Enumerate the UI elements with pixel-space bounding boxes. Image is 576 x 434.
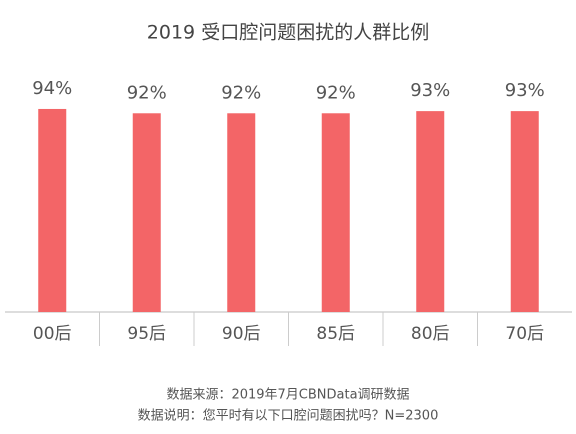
x-tick-label: 85后: [316, 324, 355, 344]
data-note: 数据说明：您平时有以下口腔问题困扰吗？N=2300: [138, 408, 439, 424]
bar: [510, 111, 539, 313]
value-label: 94%: [32, 78, 72, 99]
x-tick-label: 70后: [505, 324, 544, 344]
chart-title: 2019 受口腔问题困扰的人群比例: [147, 22, 429, 44]
value-label: 92%: [221, 82, 261, 103]
bar: [321, 113, 350, 312]
source-note: 数据来源：2019年7月CBNData调研数据: [166, 388, 409, 403]
x-tick-label: 80后: [411, 324, 450, 344]
bar: [416, 111, 445, 313]
value-label: 92%: [127, 82, 167, 103]
value-label: 92%: [316, 82, 356, 103]
bar: [132, 113, 161, 312]
x-tick-label: 95后: [127, 324, 166, 344]
value-label: 93%: [410, 80, 450, 101]
bar: [227, 113, 256, 312]
value-label: 93%: [505, 80, 545, 101]
x-tick-label: 00后: [33, 324, 72, 344]
x-tick-label: 90后: [222, 324, 261, 344]
bar: [38, 108, 67, 313]
